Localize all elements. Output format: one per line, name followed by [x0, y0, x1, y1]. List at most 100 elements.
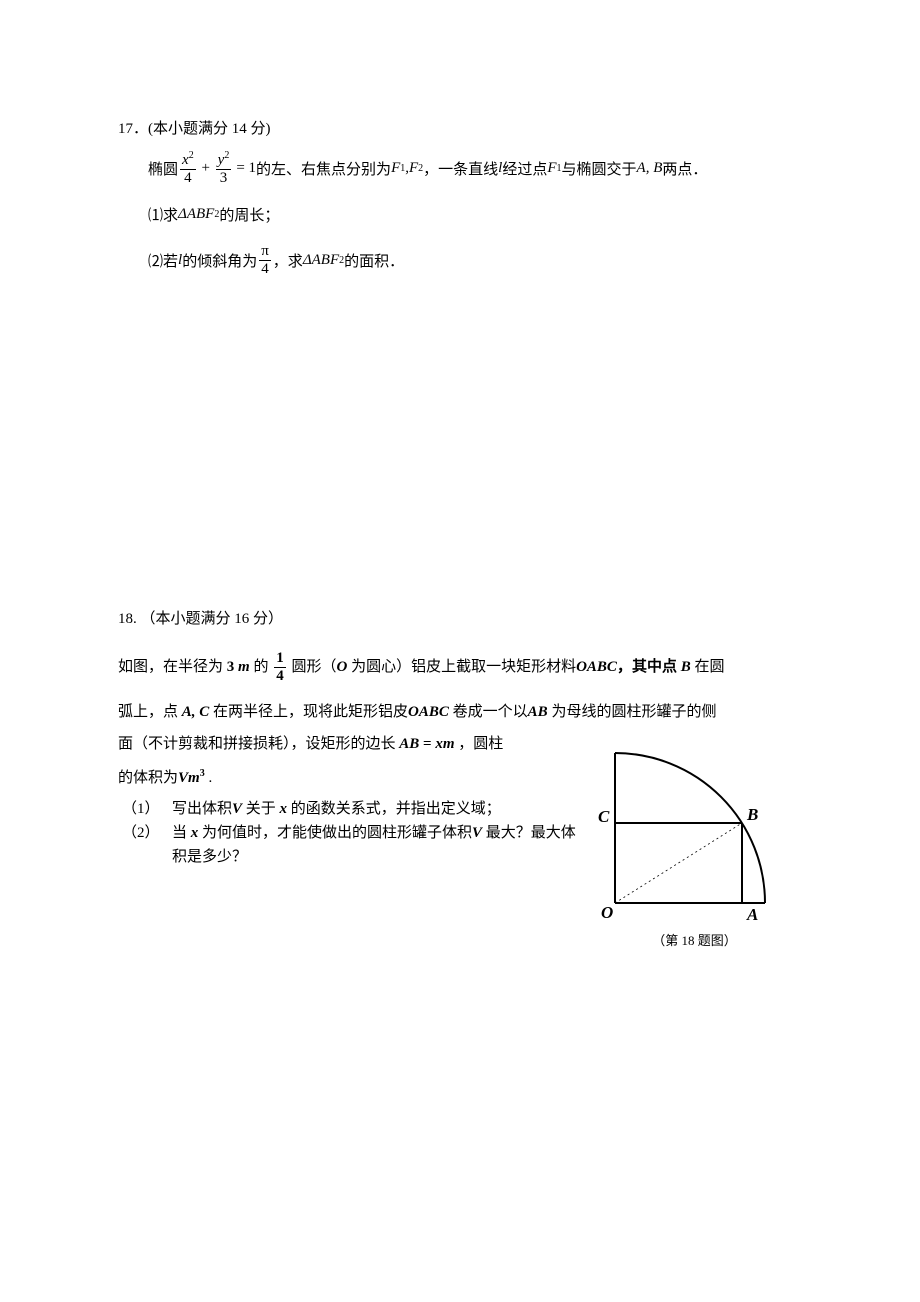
label-A: A	[746, 905, 758, 923]
q17-F2: F	[409, 160, 418, 177]
q18-p3b: ，圆柱	[458, 736, 503, 752]
q18-i2-t1: 当	[172, 825, 187, 841]
label-B: B	[746, 805, 758, 824]
q17-y-exp: 2	[224, 150, 229, 161]
q18-item1-num: （1）	[118, 797, 172, 821]
q17-stem-mid2: ，一条直线	[423, 158, 498, 179]
q17-p1-num: ⑴	[148, 204, 163, 225]
q18-OABC2: OABC	[408, 704, 449, 720]
q18-i1-V: V	[232, 801, 242, 817]
q18-radius-unit: m	[238, 659, 250, 675]
q17-x-exp: 2	[189, 150, 194, 161]
label-C: C	[598, 807, 610, 826]
q17-p2-d: 的面积．	[344, 250, 404, 271]
q18-OABC: OABC	[576, 659, 617, 675]
q18-item2: （2） 当 x 为何值时，才能使做出的圆柱形罐子体积V 最大？最大体积是多少？	[118, 821, 577, 869]
q17-p1-b: 的周长；	[219, 204, 279, 225]
q17-stem-prefix: 椭圆	[148, 158, 178, 179]
q18-number: 18.	[118, 611, 137, 627]
q18-eqn-var: x	[435, 736, 443, 752]
q18-eqn-eq: =	[419, 736, 435, 752]
q18-text-col: 面（不计剪裁和拼接损耗），设矩形的边长 AB = xm ，圆柱 的体积为Vm3 …	[118, 729, 577, 949]
q18-quarter-frac: 1 4	[272, 650, 288, 685]
q17-AB: A, B	[637, 160, 663, 177]
q18-item2-txt: 当 x 为何值时，才能使做出的圆柱形罐子体积V 最大？最大体积是多少？	[172, 821, 577, 869]
figure-caption: （第 18 题图）	[587, 930, 802, 949]
q18-frac-den: 4	[274, 668, 286, 685]
q18-O: O	[336, 659, 347, 675]
q17-part1: ⑴ 求 ΔABF2 的周长；	[148, 204, 802, 225]
q17-x: x	[182, 152, 189, 168]
q18-list: （1） 写出体积V 关于 x 的函数关系式，并指出定义域； （2） 当 x 为何…	[118, 797, 577, 869]
q18-AC: A, C	[182, 704, 210, 720]
q18-i1-t3: 的函数关系式，并指出定义域；	[291, 801, 501, 817]
q18-p1d: 为圆心）铝皮上截取一块矩形材料	[351, 659, 576, 675]
q18-body: 面（不计剪裁和拼接损耗），设矩形的边长 AB = xm ，圆柱 的体积为Vm3 …	[118, 729, 802, 949]
q18-B: B	[681, 659, 691, 675]
diagonal-OB	[615, 823, 742, 903]
q17-p2-b: 的倾斜角为	[182, 250, 257, 271]
q17-x-den: 4	[182, 170, 194, 187]
q18-p2a: 弧上，点	[118, 704, 178, 720]
q17-p1-tri: ΔABF	[178, 206, 214, 223]
q18-eqn-lhs: AB	[399, 736, 419, 752]
q18-p3a: 面（不计剪裁和拼接损耗），设矩形的边长	[118, 736, 396, 752]
q17-p2-a: 若	[163, 250, 178, 271]
q18-p1f: 在圆	[694, 659, 724, 675]
q17-part2: ⑵ 若 l 的倾斜角为 π 4 ，求 ΔABF2 的面积．	[148, 243, 802, 277]
q17-p2-c: ，求	[273, 250, 303, 271]
q18-AB: AB	[528, 704, 548, 720]
q17-stem-end: 两点．	[662, 158, 707, 179]
q18-para4: 的体积为Vm3 .	[118, 759, 577, 793]
q18: 18. （本小题满分 16 分） 如图，在半径为 3 m 的 1 4 圆形（O …	[118, 607, 802, 949]
q18-i1-t2: 关于	[246, 801, 276, 817]
q17-eq-rhs: = 1	[236, 160, 256, 177]
q18-p4a: 的体积为	[118, 770, 178, 786]
q17-pi-num: π	[259, 243, 271, 260]
q17-ellipse-frac1: x2 4	[178, 150, 198, 186]
q17-p1-a: 求	[163, 204, 178, 225]
q18-points: （本小题满分 16 分）	[141, 611, 284, 627]
q17: 17．(本小题满分 14 分) 椭圆 x2 4 + y2 3 = 1 的左	[118, 118, 802, 277]
q18-i2-x: x	[191, 825, 199, 841]
q17-stem: 椭圆 x2 4 + y2 3 = 1 的左、右焦点分别为 F1, F2	[148, 150, 802, 186]
q18-para1: 如图，在半径为 3 m 的 1 4 圆形（O 为圆心）铝皮上截取一块矩形材料OA…	[118, 650, 802, 685]
q18-period: .	[205, 770, 213, 786]
q18-p2b: 在两半径上，现将此矩形铝皮	[213, 704, 408, 720]
q18-p2d: 为母线的圆柱形罐子的侧	[551, 704, 716, 720]
quarter-circle-diagram: O A B C	[587, 733, 787, 923]
q17-points: (本小题满分 14 分)	[148, 121, 271, 137]
q17-header: 17．(本小题满分 14 分)	[118, 118, 802, 140]
q18-item1-txt: 写出体积V 关于 x 的函数关系式，并指出定义域；	[172, 797, 577, 821]
q17-stem-mid1: 的左、右焦点分别为	[256, 158, 391, 179]
q18-p2c: 卷成一个以	[453, 704, 528, 720]
q17-stem-mid3: 经过点	[502, 158, 547, 179]
q18-i2-V: V	[472, 825, 482, 841]
q17-stem-mid4: 与椭圆交于	[562, 158, 637, 179]
q18-p1e: ，其中点	[617, 659, 677, 675]
q18-frac-num: 1	[274, 650, 286, 667]
q17-pi-den: 4	[259, 261, 271, 278]
q18-p1c: 圆形（	[291, 659, 336, 675]
q17-p2-tri: ΔABF	[303, 252, 339, 269]
plus-sign: +	[198, 160, 214, 177]
q17-F1b: F	[547, 160, 556, 177]
q17-y-den: 3	[218, 170, 230, 187]
q18-i1-x: x	[280, 801, 288, 817]
q18-header: 18. （本小题满分 16 分）	[118, 607, 802, 628]
label-O: O	[601, 903, 613, 922]
q18-item2-num: （2）	[118, 821, 172, 869]
q18-para3: 面（不计剪裁和拼接损耗），设矩形的边长 AB = xm ，圆柱	[118, 729, 577, 759]
q17-number: 17．	[118, 121, 148, 137]
q17-p2-num: ⑵	[148, 250, 163, 271]
q17-ellipse-frac2: y2 3	[214, 150, 234, 186]
q18-item1: （1） 写出体积V 关于 x 的函数关系式，并指出定义域；	[118, 797, 577, 821]
q18-eqn-unit: m	[443, 736, 455, 752]
q18-m3: m	[188, 770, 200, 786]
q18-V: V	[178, 770, 188, 786]
q17-p2-frac: π 4	[257, 243, 273, 277]
q18-figure: O A B C （第 18 题图）	[577, 729, 802, 949]
q18-p1b: 的	[253, 659, 268, 675]
q18-radius-val: 3	[227, 659, 235, 675]
page-content: 17．(本小题满分 14 分) 椭圆 x2 4 + y2 3 = 1 的左	[118, 118, 802, 949]
